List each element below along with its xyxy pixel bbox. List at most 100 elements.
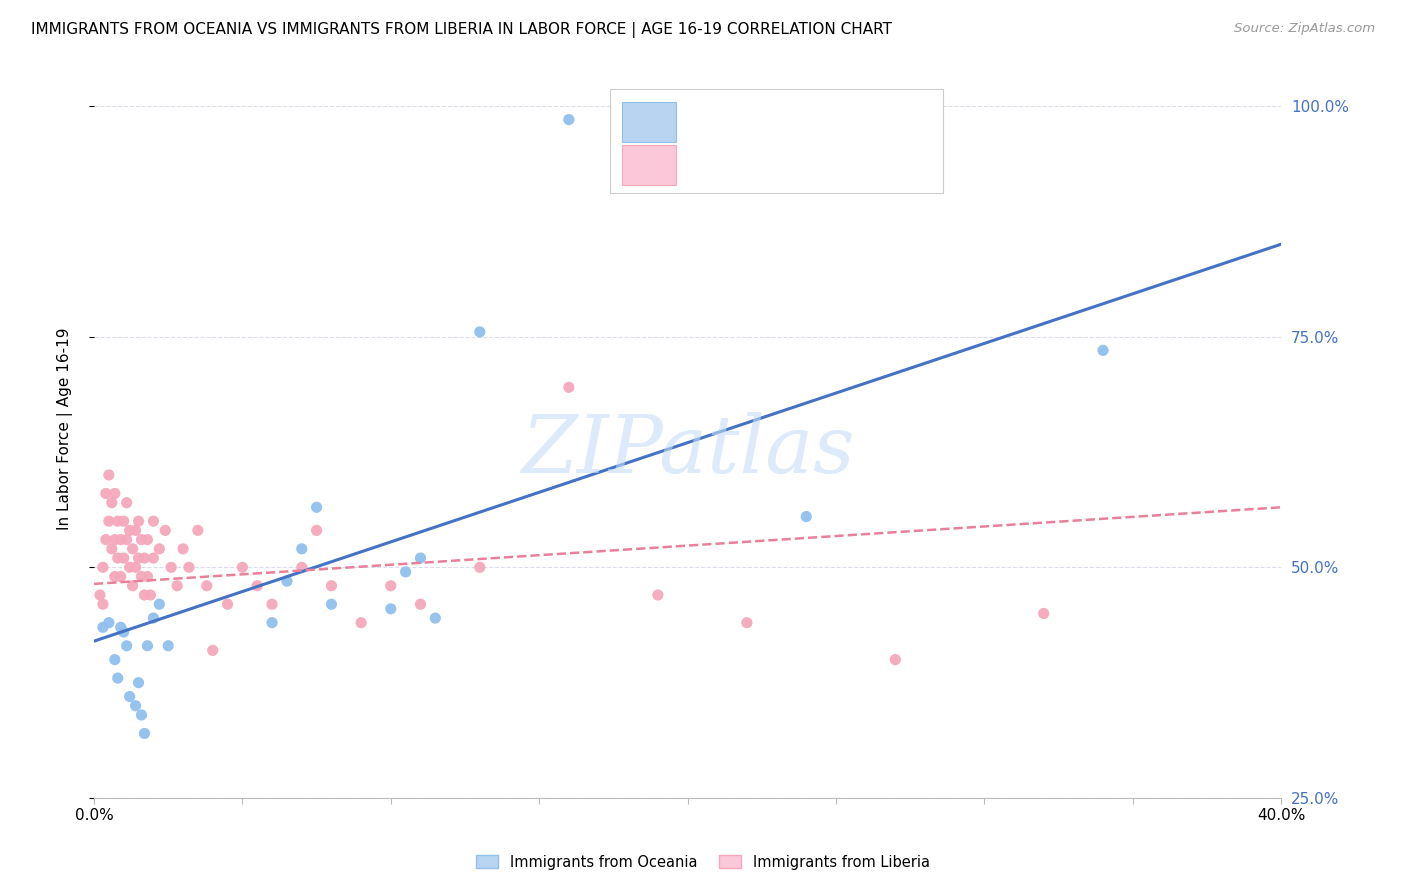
Point: [142, 514, 165, 528]
Point: [134, 726, 156, 740]
Point: [380, 602, 402, 616]
Point: [136, 569, 159, 583]
Point: [110, 620, 132, 634]
Point: [89, 588, 111, 602]
Point: [118, 690, 141, 704]
Point: [136, 533, 159, 547]
Point: [115, 496, 138, 510]
Point: [142, 551, 165, 566]
Text: IMMIGRANTS FROM OCEANIA VS IMMIGRANTS FROM LIBERIA IN LABOR FORCE | AGE 16-19 CO: IMMIGRANTS FROM OCEANIA VS IMMIGRANTS FR…: [31, 22, 891, 38]
Text: R = 0.450   N = 30: R = 0.450 N = 30: [692, 112, 862, 130]
Point: [128, 675, 150, 690]
Point: [97, 467, 120, 482]
Point: [139, 588, 162, 602]
Point: [112, 624, 135, 639]
Point: [617, 823, 640, 838]
Point: [104, 652, 127, 666]
Point: [107, 551, 129, 566]
FancyBboxPatch shape: [623, 102, 676, 143]
Text: ZIPatlas: ZIPatlas: [520, 412, 855, 490]
Point: [231, 560, 253, 574]
Point: [104, 533, 127, 547]
Point: [115, 639, 138, 653]
Point: [468, 560, 491, 574]
Point: [97, 615, 120, 630]
Point: [131, 708, 153, 723]
Point: [115, 533, 138, 547]
Point: [131, 533, 153, 547]
Point: [121, 541, 143, 556]
Point: [94, 533, 117, 547]
Text: Source: ZipAtlas.com: Source: ZipAtlas.com: [1234, 22, 1375, 36]
Point: [394, 565, 416, 579]
Point: [131, 569, 153, 583]
Point: [558, 380, 581, 394]
Point: [321, 597, 343, 611]
Point: [107, 514, 129, 528]
Point: [291, 541, 314, 556]
Point: [276, 574, 298, 589]
Point: [305, 524, 328, 538]
Text: R = 0.089   N = 62: R = 0.089 N = 62: [692, 156, 862, 174]
Point: [1092, 343, 1115, 358]
Point: [558, 112, 581, 127]
Point: [195, 579, 218, 593]
Point: [112, 514, 135, 528]
Point: [128, 514, 150, 528]
Legend: Immigrants from Oceania, Immigrants from Liberia: Immigrants from Oceania, Immigrants from…: [471, 849, 935, 876]
Point: [291, 560, 314, 574]
Point: [321, 579, 343, 593]
Point: [104, 486, 127, 500]
Point: [148, 541, 170, 556]
Point: [124, 524, 146, 538]
Point: [262, 597, 284, 611]
Point: [1032, 607, 1054, 621]
Point: [155, 524, 177, 538]
Point: [142, 611, 165, 625]
Y-axis label: In Labor Force | Age 16-19: In Labor Force | Age 16-19: [58, 327, 73, 530]
Point: [157, 639, 180, 653]
Point: [91, 620, 114, 634]
Point: [187, 524, 209, 538]
FancyBboxPatch shape: [610, 89, 943, 193]
Point: [262, 615, 284, 630]
Point: [94, 486, 117, 500]
Point: [425, 611, 447, 625]
Point: [124, 560, 146, 574]
Point: [136, 639, 159, 653]
Point: [794, 509, 817, 524]
Point: [201, 643, 224, 657]
Point: [107, 671, 129, 685]
Point: [166, 579, 188, 593]
Point: [110, 533, 132, 547]
Point: [380, 579, 402, 593]
Point: [172, 541, 194, 556]
Point: [134, 551, 156, 566]
Point: [112, 551, 135, 566]
Point: [350, 615, 373, 630]
Point: [101, 496, 124, 510]
FancyBboxPatch shape: [623, 145, 676, 186]
Point: [97, 514, 120, 528]
Point: [91, 560, 114, 574]
Point: [735, 615, 758, 630]
Point: [110, 569, 132, 583]
Point: [884, 652, 907, 666]
Point: [121, 579, 143, 593]
Point: [101, 541, 124, 556]
Point: [160, 560, 183, 574]
Point: [91, 597, 114, 611]
Point: [148, 597, 170, 611]
Point: [177, 560, 200, 574]
Point: [468, 325, 491, 339]
Point: [246, 579, 269, 593]
Point: [104, 569, 127, 583]
Point: [118, 524, 141, 538]
Point: [124, 698, 146, 713]
Point: [409, 597, 432, 611]
Point: [305, 500, 328, 515]
Point: [128, 551, 150, 566]
Point: [134, 588, 156, 602]
Point: [118, 560, 141, 574]
Point: [409, 551, 432, 566]
